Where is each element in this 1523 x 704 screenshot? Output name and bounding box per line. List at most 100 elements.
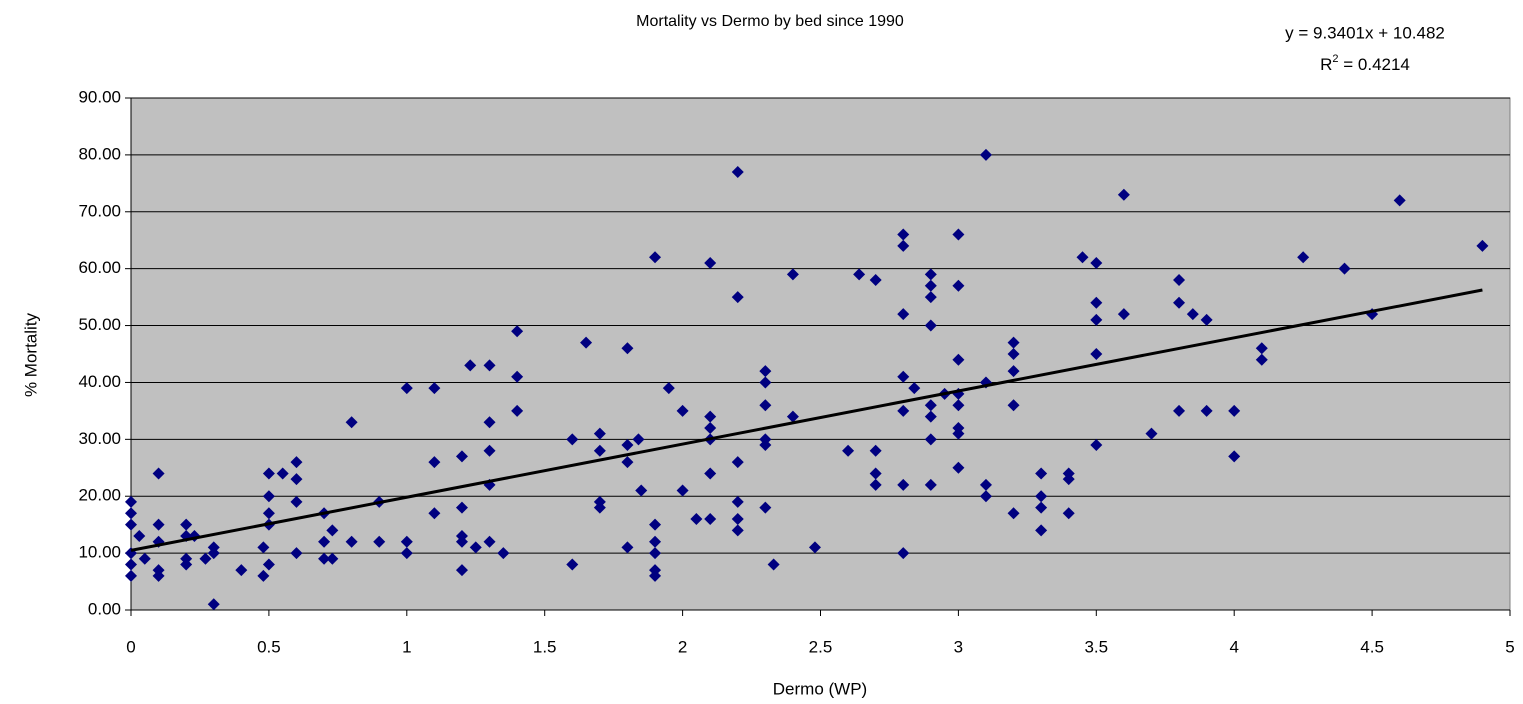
point — [455, 564, 468, 577]
point — [326, 524, 339, 537]
point — [1338, 262, 1351, 275]
point — [257, 569, 270, 582]
point — [897, 370, 910, 383]
point — [566, 433, 579, 446]
point — [262, 490, 275, 503]
point — [759, 365, 772, 378]
point — [704, 512, 717, 525]
point — [207, 547, 220, 560]
point — [483, 359, 496, 372]
point — [235, 564, 248, 577]
point — [759, 501, 772, 514]
y-tick-label: 20.00 — [78, 486, 121, 505]
point — [924, 279, 937, 292]
x-tick-label: 2 — [678, 637, 687, 656]
point — [125, 558, 137, 571]
point — [897, 239, 910, 252]
point — [125, 507, 137, 520]
point — [1090, 296, 1103, 309]
point — [1145, 427, 1158, 440]
point — [199, 552, 212, 565]
point — [731, 291, 744, 304]
x-tick-label: 0 — [126, 637, 135, 656]
point — [1076, 251, 1089, 264]
point — [908, 382, 921, 395]
point — [635, 484, 648, 497]
point — [428, 382, 441, 395]
point — [125, 569, 137, 582]
point — [759, 399, 772, 412]
point — [400, 547, 413, 560]
point — [290, 495, 303, 508]
point — [276, 467, 289, 480]
point — [497, 547, 510, 560]
trend-equation: y = 9.3401x + 10.482 — [1285, 23, 1445, 42]
point — [1007, 348, 1020, 360]
y-tick-label: 30.00 — [78, 429, 121, 448]
point — [1090, 348, 1103, 360]
point — [731, 512, 744, 525]
y-tick-label: 10.00 — [78, 543, 121, 562]
point — [138, 552, 151, 565]
point — [262, 507, 275, 520]
point — [593, 501, 606, 514]
point — [690, 512, 703, 525]
point — [180, 518, 193, 531]
point — [1186, 308, 1199, 321]
point — [455, 535, 468, 548]
point — [483, 535, 496, 548]
r2-prefix: R — [1320, 55, 1332, 74]
point — [1007, 507, 1020, 520]
point — [1255, 342, 1268, 355]
point — [262, 558, 275, 571]
point — [1173, 404, 1186, 417]
point — [1228, 450, 1241, 463]
point — [952, 399, 965, 412]
point — [897, 308, 910, 321]
point — [400, 535, 413, 548]
plot-area — [130, 97, 1511, 611]
point — [1007, 365, 1020, 378]
point — [464, 359, 477, 372]
point — [207, 598, 220, 611]
y-axis-title: % Mortality — [21, 312, 40, 397]
x-tick-label: 4.5 — [1360, 637, 1384, 656]
point — [1090, 439, 1103, 452]
point — [1297, 251, 1310, 264]
point — [428, 456, 441, 469]
point — [649, 547, 662, 560]
point — [853, 268, 866, 281]
point — [808, 541, 821, 554]
r2-rest: = 0.4214 — [1339, 55, 1410, 74]
point — [1117, 308, 1130, 321]
point — [924, 410, 937, 423]
point — [704, 467, 717, 480]
point — [842, 444, 855, 457]
point — [593, 444, 606, 457]
point — [593, 427, 606, 440]
point — [662, 382, 675, 395]
point — [455, 450, 468, 463]
point — [979, 478, 992, 491]
point — [731, 495, 744, 508]
point — [786, 268, 799, 281]
point — [1035, 467, 1048, 480]
point — [759, 376, 772, 389]
point — [704, 410, 717, 423]
x-tick-label: 5 — [1505, 637, 1514, 656]
point — [511, 404, 524, 417]
point — [731, 456, 744, 469]
point — [428, 507, 441, 520]
y-tick-label: 80.00 — [78, 144, 121, 163]
point — [897, 478, 910, 491]
point — [1090, 313, 1103, 326]
point — [1035, 524, 1048, 537]
point — [897, 404, 910, 417]
point — [869, 467, 882, 480]
point — [1117, 188, 1130, 201]
point — [924, 268, 937, 281]
point — [731, 524, 744, 537]
point — [1173, 296, 1186, 309]
y-tick-label: 50.00 — [78, 315, 121, 334]
